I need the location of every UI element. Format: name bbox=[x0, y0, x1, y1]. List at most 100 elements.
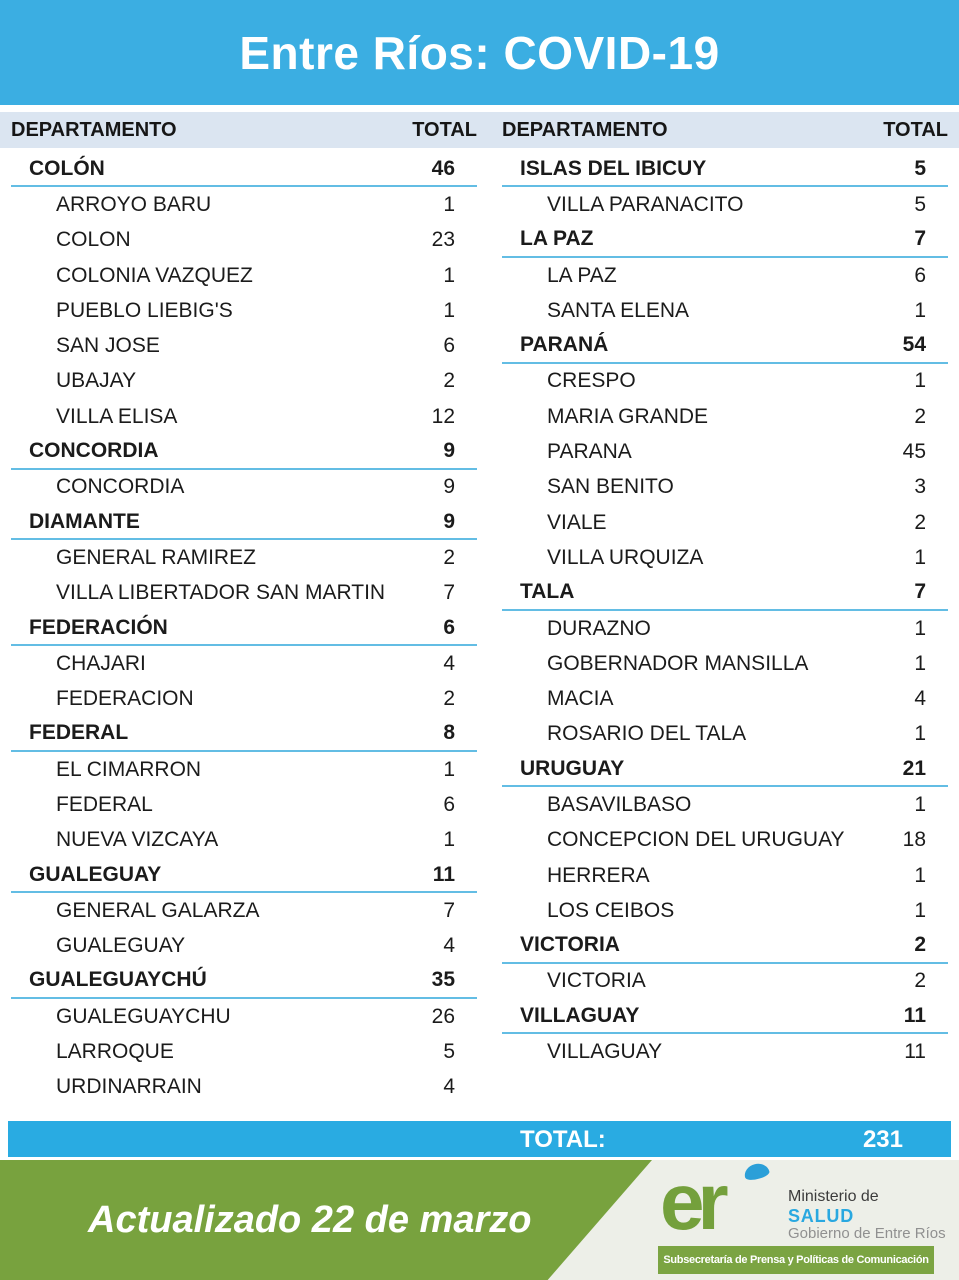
total-column-label: TOTAL bbox=[412, 118, 477, 141]
department-total: 7 bbox=[914, 227, 926, 251]
department-header-row: FEDERACIÓN 6 bbox=[11, 611, 477, 647]
department-total: 8 bbox=[443, 721, 455, 745]
department-header-row: PARANÁ 54 bbox=[502, 328, 948, 364]
department-header-row: GUALEGUAYCHÚ 35 bbox=[11, 964, 477, 1000]
department-name: VICTORIA bbox=[520, 933, 620, 957]
municipality-name: PUEBLO LIEBIG'S bbox=[56, 298, 233, 322]
table-column-header: DEPARTAMENTO TOTAL DEPARTAMENTO TOTAL bbox=[0, 112, 959, 148]
municipality-name: CONCEPCION DEL URUGUAY bbox=[547, 828, 845, 852]
municipality-row: LOS CEIBOS 1 bbox=[502, 893, 948, 928]
municipality-row: GENERAL RAMIREZ 2 bbox=[11, 540, 477, 575]
department-column-label: DEPARTAMENTO bbox=[502, 118, 668, 141]
municipality-row: FEDERACION 2 bbox=[11, 681, 477, 716]
data-tables: COLÓN 46 ARROYO BARU 1 COLON 23 COLONIA VAZQUE… bbox=[0, 148, 959, 1105]
municipality-cases: 11 bbox=[904, 1040, 926, 1064]
municipality-cases: 1 bbox=[914, 616, 926, 640]
municipality-cases: 12 bbox=[431, 404, 455, 428]
municipality-cases: 1 bbox=[914, 898, 926, 922]
municipality-cases: 1 bbox=[914, 651, 926, 675]
department-name: LA PAZ bbox=[520, 227, 594, 251]
municipality-name: GUALEGUAYCHU bbox=[56, 1004, 231, 1028]
updated-banner: Actualizado 22 de marzo bbox=[0, 1160, 652, 1280]
municipality-row: CHAJARI 4 bbox=[11, 646, 477, 681]
department-header-row: ISLAS DEL IBICUY 5 bbox=[502, 152, 948, 188]
department-header-row: DIAMANTE 9 bbox=[11, 505, 477, 541]
department-total: 7 bbox=[914, 580, 926, 604]
municipality-row: MACIA 4 bbox=[502, 681, 948, 716]
municipality-cases: 6 bbox=[443, 334, 455, 358]
municipality-cases: 1 bbox=[443, 828, 455, 852]
total-column-label: TOTAL bbox=[883, 118, 948, 141]
municipality-row: VILLAGUAY 11 bbox=[502, 1034, 948, 1069]
department-total: 9 bbox=[443, 439, 455, 463]
left-table: COLÓN 46 ARROYO BARU 1 COLON 23 COLONIA VAZQUE… bbox=[11, 152, 477, 1105]
municipality-name: LARROQUE bbox=[56, 1040, 174, 1064]
municipality-cases: 26 bbox=[431, 1004, 455, 1028]
municipality-name: VILLAGUAY bbox=[547, 1040, 663, 1064]
municipality-cases: 7 bbox=[443, 581, 455, 605]
municipality-name: COLONIA VAZQUEZ bbox=[56, 263, 253, 287]
department-header-row: COLÓN 46 bbox=[11, 152, 477, 188]
municipality-row: LA PAZ 6 bbox=[502, 258, 948, 293]
department-name: CONCORDIA bbox=[29, 439, 159, 463]
department-total: 11 bbox=[903, 1003, 926, 1027]
department-name: DIAMANTE bbox=[29, 509, 140, 533]
department-header-row: GUALEGUAY 11 bbox=[11, 858, 477, 894]
municipality-name: SAN JOSE bbox=[56, 334, 160, 358]
municipality-row: COLONIA VAZQUEZ 1 bbox=[11, 258, 477, 293]
municipality-row: CONCEPCION DEL URUGUAY 18 bbox=[502, 823, 948, 858]
department-name: TALA bbox=[520, 580, 575, 604]
municipality-row: GUALEGUAYCHU 26 bbox=[11, 999, 477, 1034]
municipality-row: VILLA LIBERTADOR SAN MARTIN 7 bbox=[11, 576, 477, 611]
municipality-name: VILLA PARANACITO bbox=[547, 192, 744, 216]
municipality-name: VIALE bbox=[547, 510, 607, 534]
municipality-name: LA PAZ bbox=[547, 263, 617, 287]
municipality-row: UBAJAY 2 bbox=[11, 364, 477, 399]
title-banner: Entre Ríos: COVID-19 bbox=[0, 0, 959, 105]
municipality-row: VICTORIA 2 bbox=[502, 964, 948, 999]
department-section: FEDERACIÓN 6 CHAJARI 4 FEDERACION 2 bbox=[11, 611, 477, 717]
municipality-name: BASAVILBASO bbox=[547, 792, 692, 816]
municipality-name: GOBERNADOR MANSILLA bbox=[547, 651, 809, 675]
department-header-row: VILLAGUAY 11 bbox=[502, 999, 948, 1035]
municipality-row: GENERAL GALARZA 7 bbox=[11, 893, 477, 928]
municipality-cases: 4 bbox=[443, 934, 455, 958]
municipality-row: HERRERA 1 bbox=[502, 858, 948, 893]
municipality-name: CHAJARI bbox=[56, 651, 146, 675]
department-header-row: URUGUAY 21 bbox=[502, 752, 948, 788]
municipality-name: CONCORDIA bbox=[56, 475, 185, 499]
er-logo-letters: er bbox=[660, 1157, 729, 1246]
department-total: 54 bbox=[902, 333, 926, 357]
municipality-cases: 2 bbox=[443, 545, 455, 569]
grand-total-value: 231 bbox=[862, 1126, 903, 1153]
municipality-row: VILLA PARANACITO 5 bbox=[502, 187, 948, 222]
municipality-cases: 4 bbox=[914, 687, 926, 711]
municipality-row: PARANA 45 bbox=[502, 434, 948, 469]
left-column-header: DEPARTAMENTO TOTAL bbox=[11, 119, 477, 142]
municipality-name: DURAZNO bbox=[547, 616, 651, 640]
municipality-row: FEDERAL 6 bbox=[11, 787, 477, 822]
municipality-cases: 5 bbox=[914, 192, 926, 216]
municipality-row: EL CIMARRON 1 bbox=[11, 752, 477, 787]
municipality-cases: 6 bbox=[914, 263, 926, 287]
department-name: GUALEGUAY bbox=[29, 862, 162, 886]
grand-total-bar: TOTAL: 231 bbox=[8, 1121, 951, 1157]
department-name: ISLAS DEL IBICUY bbox=[520, 156, 707, 180]
municipality-cases: 2 bbox=[443, 687, 455, 711]
department-header-row: FEDERAL 8 bbox=[11, 717, 477, 753]
municipality-name: ROSARIO DEL TALA bbox=[547, 722, 747, 746]
department-header-row: TALA 7 bbox=[502, 576, 948, 611]
municipality-cases: 3 bbox=[914, 475, 926, 499]
municipality-row: GUALEGUAY 4 bbox=[11, 929, 477, 964]
department-header-row: VICTORIA 2 bbox=[502, 929, 948, 964]
entre-rios-logo: er bbox=[660, 1157, 780, 1248]
ministry-line1: Ministerio de bbox=[788, 1188, 879, 1205]
department-total: 21 bbox=[902, 756, 926, 780]
municipality-name: VICTORIA bbox=[547, 969, 646, 993]
department-name: VILLAGUAY bbox=[520, 1003, 640, 1027]
municipality-name: FEDERAL bbox=[56, 792, 153, 816]
municipality-name: URDINARRAIN bbox=[56, 1075, 202, 1099]
department-name: PARANÁ bbox=[520, 333, 609, 357]
municipality-row: NUEVA VIZCAYA 1 bbox=[11, 823, 477, 858]
